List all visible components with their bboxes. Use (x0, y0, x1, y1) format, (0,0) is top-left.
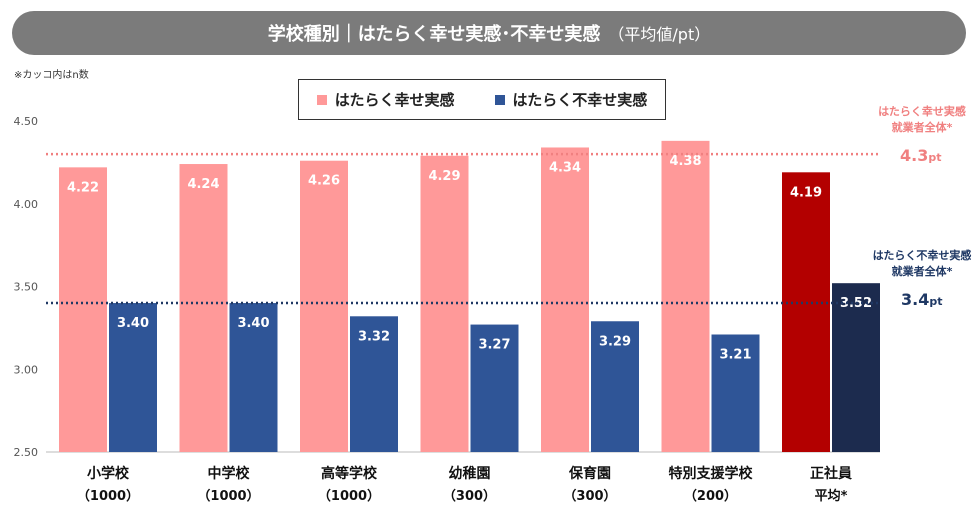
unhappy-reference-label-line1: はたらく不幸せ実感 (872, 249, 972, 262)
unhappy-reference-label: はたらく不幸せ実感 就業者全体* (868, 248, 976, 280)
category-sample-size: （1000） (77, 488, 139, 504)
happy-bar (179, 164, 228, 452)
category-label: 中学校 (208, 465, 251, 482)
happy-reference-unit: pt (928, 151, 942, 164)
happy-reference-value-number: 4.3 (900, 146, 929, 165)
category-sample-size: （200） (684, 488, 737, 504)
unhappy-bar (350, 316, 398, 452)
happy-value-label: 4.19 (790, 185, 822, 200)
sample-size-note: ※カッコ内はn数 (14, 70, 89, 81)
legend-label-happy: はたらく幸せ実感 (334, 91, 455, 109)
category-sample-size: 平均* (815, 488, 848, 504)
legend-item-unhappy: はたらく不幸せ実感 (494, 89, 648, 110)
unhappy-value-label: 3.40 (237, 316, 269, 331)
category-sample-size: （1000） (318, 488, 380, 504)
unhappy-bar (470, 324, 519, 452)
happy-bar (661, 140, 710, 453)
unhappy-reference-label-line2: 就業者全体* (891, 265, 953, 278)
chart-subtitle: （平均値/pt） (608, 25, 711, 44)
legend-swatch-unhappy (494, 94, 505, 105)
y-tick-label: 4.00 (14, 198, 39, 211)
unhappy-reference-value-number: 3.4 (901, 290, 930, 309)
unhappy-bar (109, 303, 157, 452)
happy-value-label: 4.22 (67, 180, 99, 195)
unhappy-reference-value: 3.4pt (901, 290, 942, 309)
category-label: 幼稚園 (449, 465, 491, 482)
category-label: 特別支援学校 (669, 465, 754, 482)
category-sample-size: （1000） (197, 488, 259, 504)
legend-swatch-happy (316, 94, 327, 105)
unhappy-value-label: 3.40 (117, 316, 149, 331)
unhappy-bar (711, 334, 760, 452)
unhappy-value-label: 3.29 (599, 334, 631, 349)
happy-value-label: 4.24 (187, 177, 219, 192)
happy-bar (541, 147, 589, 453)
happy-value-label: 4.26 (308, 174, 340, 189)
unhappy-bar (832, 283, 880, 452)
y-tick-label: 3.50 (14, 281, 39, 294)
happy-reference-label-line1: はたらく幸せ実感 (878, 105, 966, 118)
category-sample-size: （300） (443, 488, 496, 504)
unhappy-value-label: 3.32 (358, 329, 390, 344)
unhappy-reference-unit: pt (929, 295, 943, 308)
category-label: 保育園 (568, 465, 611, 482)
happy-reference-label: はたらく幸せ実感 就業者全体* (872, 104, 972, 136)
happy-value-label: 4.29 (428, 169, 460, 184)
unhappy-bar (229, 303, 278, 452)
happy-bar (420, 155, 469, 452)
category-sample-size: （300） (563, 488, 616, 504)
happy-bar (59, 167, 107, 452)
legend-label-unhappy: はたらく不幸せ実感 (512, 91, 648, 109)
legend: はたらく幸せ実感 はたらく不幸せ実感 (298, 79, 666, 120)
chart-title: 学校種別｜はたらく幸せ実感･不幸せ実感 (267, 24, 601, 45)
legend-item-happy: はたらく幸せ実感 (316, 89, 455, 110)
happy-value-label: 4.38 (669, 154, 701, 169)
y-tick-label: 4.50 (14, 115, 39, 128)
unhappy-value-label: 3.27 (478, 338, 510, 353)
category-label: 正社員 (810, 465, 852, 482)
unhappy-value-label: 3.21 (719, 347, 751, 362)
happy-value-label: 4.34 (549, 160, 581, 175)
chart-title-bar: 学校種別｜はたらく幸せ実感･不幸せ実感 （平均値/pt） (12, 11, 966, 55)
happy-bar (782, 172, 830, 452)
happy-reference-label-line2: 就業者全体* (891, 121, 953, 134)
category-label: 小学校 (87, 465, 130, 482)
happy-bar (300, 160, 348, 452)
y-tick-label: 2.50 (14, 446, 39, 459)
category-label: 高等学校 (321, 465, 378, 482)
unhappy-bar (591, 321, 639, 452)
y-tick-label: 3.00 (14, 363, 39, 376)
happy-reference-value: 4.3pt (900, 146, 941, 165)
